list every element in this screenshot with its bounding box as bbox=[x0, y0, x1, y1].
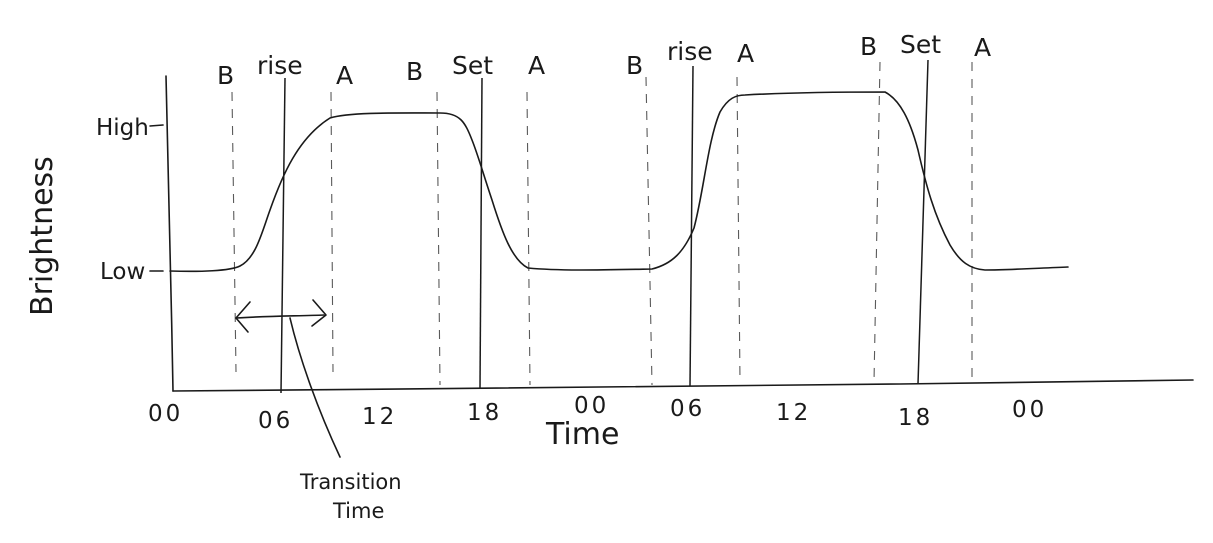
transition-time-label-line1: Transition bbox=[299, 470, 402, 494]
x-tick-label: 18 bbox=[898, 405, 933, 431]
x-tick-label: 00 bbox=[574, 393, 609, 419]
x-axis-title: Time bbox=[545, 417, 619, 452]
level-label-low: Low bbox=[100, 259, 145, 285]
brightness-curve bbox=[170, 92, 1068, 271]
transition-time-arrow bbox=[236, 315, 324, 318]
marker-label: rise bbox=[667, 37, 713, 66]
level-tick-high bbox=[150, 125, 163, 126]
set-line-1 bbox=[480, 78, 482, 388]
marker-label: B bbox=[217, 61, 234, 90]
marker-label: Set bbox=[900, 30, 941, 59]
x-tick-label: 00 bbox=[148, 401, 183, 427]
marker-line-a-3 bbox=[737, 77, 740, 382]
level-label-high: High bbox=[96, 115, 149, 141]
marker-label: rise bbox=[257, 51, 303, 80]
marker-line-b-3 bbox=[646, 77, 652, 385]
marker-line-b-1 bbox=[232, 92, 236, 372]
x-tick-label: 06 bbox=[258, 408, 293, 434]
marker-line-a-1 bbox=[331, 92, 333, 372]
marker-line-b-2 bbox=[437, 92, 440, 385]
set-line-2 bbox=[918, 60, 928, 384]
x-tick-label: 06 bbox=[670, 396, 705, 422]
marker-label: A bbox=[974, 33, 991, 62]
marker-label: B bbox=[626, 51, 643, 80]
marker-label: Set bbox=[452, 51, 493, 80]
x-tick-label: 12 bbox=[362, 404, 397, 430]
marker-line-a-2 bbox=[527, 92, 530, 385]
marker-label: B bbox=[860, 32, 877, 61]
marker-label: A bbox=[737, 39, 754, 68]
x-tick-label: 18 bbox=[467, 400, 502, 426]
rise-line-1 bbox=[281, 78, 285, 393]
rise-line-2 bbox=[690, 66, 693, 386]
y-axis-title: Brightness bbox=[25, 156, 60, 316]
y-axis-line bbox=[166, 76, 173, 391]
marker-line-b-4 bbox=[874, 62, 880, 382]
x-axis-line bbox=[173, 380, 1193, 391]
marker-label: A bbox=[528, 51, 545, 80]
x-tick-label: 12 bbox=[776, 400, 811, 426]
transition-time-label-line2: Time bbox=[332, 499, 384, 523]
marker-label: A bbox=[336, 61, 353, 90]
marker-label: B bbox=[406, 57, 423, 86]
transition-arrowhead-right bbox=[312, 300, 326, 326]
x-tick-label: 00 bbox=[1012, 397, 1047, 423]
